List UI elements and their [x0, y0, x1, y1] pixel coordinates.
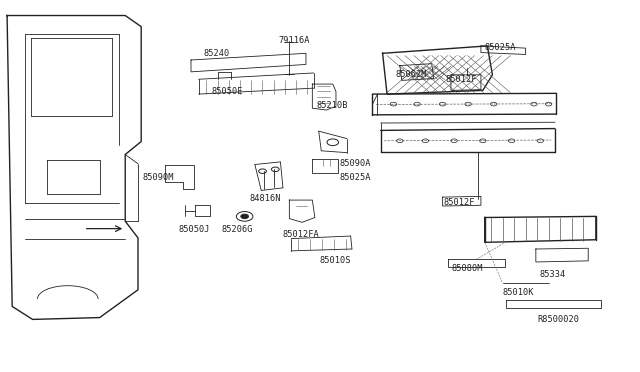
- Text: 85090M: 85090M: [143, 173, 174, 182]
- Text: 85334: 85334: [540, 270, 566, 279]
- Text: 85010K: 85010K: [502, 288, 534, 297]
- Text: 85050J: 85050J: [178, 225, 210, 234]
- Text: 85240: 85240: [204, 49, 230, 58]
- Text: 85025A: 85025A: [484, 42, 516, 51]
- Text: 85050E: 85050E: [211, 87, 243, 96]
- Text: 85025A: 85025A: [339, 173, 371, 182]
- Text: 85012F: 85012F: [444, 198, 476, 207]
- Text: 85012FA: 85012FA: [283, 230, 320, 239]
- Text: 85090A: 85090A: [339, 158, 371, 167]
- Text: 85210B: 85210B: [317, 101, 348, 110]
- Text: 85062M: 85062M: [396, 70, 427, 79]
- Text: 85206G: 85206G: [221, 225, 253, 234]
- Text: 84816N: 84816N: [250, 195, 281, 203]
- Text: 79116A: 79116A: [278, 36, 310, 45]
- Text: 85010S: 85010S: [320, 256, 351, 264]
- Text: 85080M: 85080M: [452, 264, 483, 273]
- Text: R8500020: R8500020: [537, 315, 579, 324]
- Text: 85012F: 85012F: [445, 75, 477, 84]
- Circle shape: [241, 214, 248, 219]
